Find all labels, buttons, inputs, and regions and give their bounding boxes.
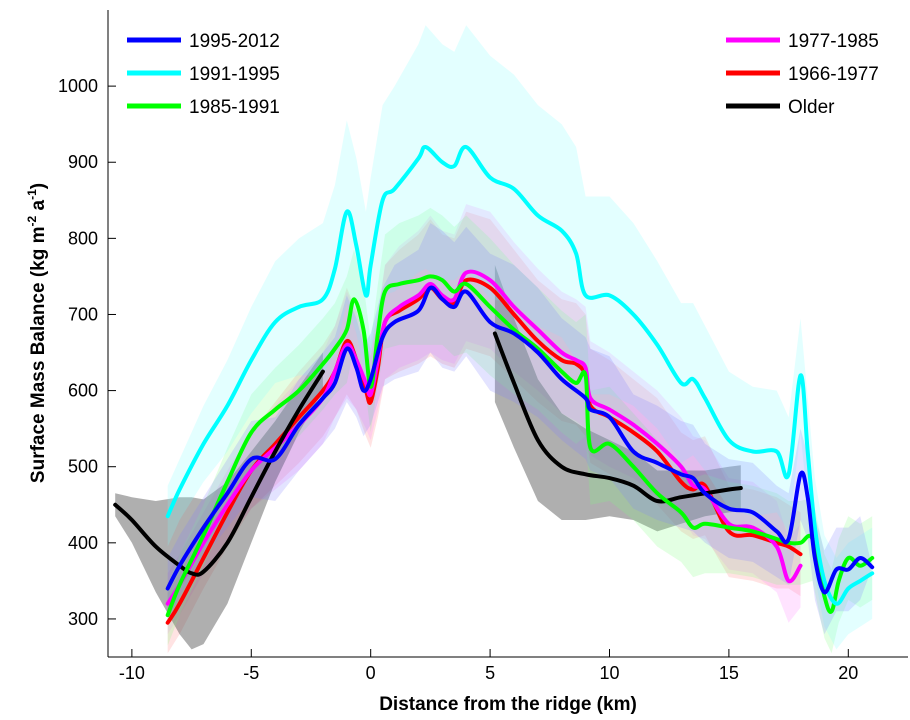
y-tick-label: 400	[68, 533, 98, 553]
x-tick-label: 10	[599, 663, 619, 683]
y-tick-label: 700	[68, 304, 98, 324]
legend-label-1991-1995: 1991-1995	[189, 64, 280, 85]
band-1995-2012	[167, 223, 873, 635]
legend-label-1966-1977: 1966-1977	[788, 64, 879, 85]
y-axis-label-exp2: -1	[25, 189, 39, 200]
line-1995-2012	[165, 285, 875, 595]
line-older-1	[113, 369, 325, 577]
line-1985-1991	[165, 274, 875, 618]
legend: 1995-2012 1991-1995 1985-1991 1977-1985 1966…	[127, 31, 879, 118]
legend-label-1985-1991: 1985-1991	[189, 97, 280, 118]
band-1991-1995	[167, 25, 873, 650]
y-tick-label: 500	[68, 457, 98, 477]
y-axis-label: Surface Mass Balance (kg m-2 a-1)	[25, 183, 49, 483]
band-1985-1991	[167, 207, 873, 654]
x-tick-label: -5	[243, 663, 259, 683]
x-axis-label: Distance from the ridge (km)	[379, 694, 637, 715]
x-tick-label: -10	[119, 663, 145, 683]
x-tick-label: 20	[838, 663, 858, 683]
y-tick-label: 1000	[58, 76, 98, 96]
y-axis-label-main: Surface Mass Balance (kg m	[28, 226, 49, 483]
y-axis-label-mid: a	[28, 200, 49, 216]
y-tick-label: 900	[68, 152, 98, 172]
series-lines	[113, 144, 875, 625]
y-tick-label: 300	[68, 609, 98, 629]
axes	[107, 10, 908, 658]
y-tick-label: 800	[68, 228, 98, 248]
y-tick-label: 600	[68, 381, 98, 401]
legend-label-1977-1985: 1977-1985	[788, 31, 879, 52]
y-axis-label-end: )	[28, 183, 49, 189]
y-axis-label-exp1: -2	[25, 215, 39, 226]
line-1966-1977	[165, 277, 803, 625]
x-tick-label: 15	[719, 663, 739, 683]
legend-label-1995-2012: 1995-2012	[189, 31, 280, 52]
uncertainty-bands	[115, 25, 873, 654]
line-1991-1995	[165, 144, 875, 606]
legend-label-older: Older	[788, 97, 835, 118]
x-tick-label: 5	[485, 663, 495, 683]
y-axis-ticks: 300 400 500 600 700 800 900 1000	[58, 76, 116, 629]
x-axis-ticks: -10 -5 0 5 10 15 20	[119, 649, 858, 683]
x-tick-label: 0	[366, 663, 376, 683]
